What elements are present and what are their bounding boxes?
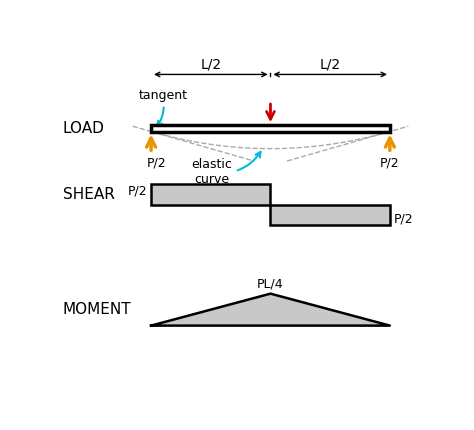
Text: L/2: L/2 xyxy=(200,58,221,72)
Text: L/2: L/2 xyxy=(319,58,341,72)
Text: LOAD: LOAD xyxy=(63,121,105,136)
Text: P/2: P/2 xyxy=(147,157,166,170)
Polygon shape xyxy=(151,294,390,326)
Text: P/2: P/2 xyxy=(380,157,400,170)
Bar xyxy=(151,125,390,132)
Text: tangent: tangent xyxy=(138,89,187,126)
Text: SHEAR: SHEAR xyxy=(63,187,115,202)
Bar xyxy=(151,184,271,205)
Text: P/2: P/2 xyxy=(393,212,413,225)
Text: PL/4: PL/4 xyxy=(257,278,284,291)
Text: P/2: P/2 xyxy=(128,184,147,197)
Bar xyxy=(271,205,390,225)
Text: elastic
curve: elastic curve xyxy=(191,152,261,186)
Text: MOMENT: MOMENT xyxy=(63,302,132,317)
